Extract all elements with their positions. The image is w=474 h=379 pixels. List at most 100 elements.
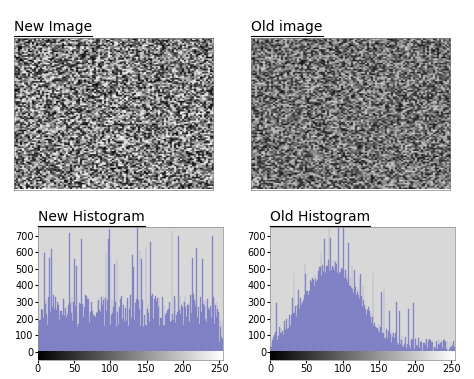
Bar — [105, 298, 106, 352]
Bar — [164, 324, 165, 352]
Bar — [144, 315, 145, 352]
Bar — [391, 343, 392, 352]
Bar — [330, 238, 331, 352]
Bar — [426, 340, 427, 352]
Bar — [170, 321, 171, 352]
Bar — [370, 317, 371, 352]
Bar — [86, 296, 87, 352]
Bar — [110, 324, 111, 352]
Bar — [117, 312, 118, 352]
Bar — [328, 228, 329, 352]
Bar — [325, 273, 326, 352]
Bar — [60, 311, 61, 352]
Bar — [61, 315, 62, 352]
Bar — [166, 321, 167, 352]
Bar — [143, 326, 144, 352]
Text: New Histogram: New Histogram — [38, 210, 145, 224]
Bar — [338, 226, 339, 352]
Bar — [136, 299, 137, 352]
Bar — [95, 317, 96, 352]
Bar — [140, 326, 141, 352]
Bar — [333, 268, 334, 352]
Bar — [128, 326, 129, 352]
Bar — [50, 312, 51, 352]
Bar — [275, 333, 276, 352]
Bar — [150, 242, 151, 352]
Bar — [344, 276, 345, 352]
Bar — [377, 327, 378, 352]
Bar — [169, 316, 170, 352]
Bar — [449, 349, 450, 352]
Bar — [446, 349, 447, 352]
Bar — [292, 298, 293, 352]
Bar — [299, 309, 300, 352]
Bar — [326, 271, 327, 352]
Bar — [89, 323, 90, 352]
Bar — [43, 318, 44, 352]
Bar — [174, 299, 175, 352]
Bar — [310, 280, 311, 352]
Bar — [312, 281, 313, 352]
Bar — [87, 299, 88, 352]
Bar — [49, 258, 50, 352]
Bar — [93, 315, 94, 352]
Bar — [75, 306, 76, 352]
Bar — [126, 321, 127, 352]
Bar — [154, 299, 155, 352]
Bar — [168, 309, 169, 352]
Bar — [399, 312, 400, 352]
Bar — [285, 330, 286, 352]
Bar — [115, 302, 116, 352]
Bar — [59, 320, 60, 352]
Bar — [133, 267, 134, 352]
Bar — [341, 268, 342, 352]
Bar — [39, 319, 40, 352]
Bar — [191, 313, 192, 352]
Bar — [415, 339, 416, 352]
Bar — [440, 343, 441, 352]
Bar — [397, 343, 398, 352]
Bar — [305, 274, 306, 352]
Bar — [366, 315, 367, 352]
Bar — [196, 248, 197, 352]
Bar — [439, 345, 440, 352]
Bar — [280, 333, 281, 352]
Bar — [365, 313, 366, 352]
Bar — [160, 318, 161, 352]
Bar — [129, 301, 130, 352]
Bar — [173, 320, 174, 352]
Bar — [74, 313, 75, 352]
Bar — [91, 302, 92, 352]
Bar — [322, 265, 323, 352]
Bar — [281, 328, 282, 352]
Bar — [67, 315, 68, 352]
Bar — [404, 344, 405, 352]
Bar — [272, 340, 273, 352]
Bar — [55, 323, 56, 352]
Bar — [139, 309, 140, 352]
Bar — [179, 310, 180, 352]
Bar — [216, 316, 217, 352]
Bar — [372, 316, 373, 352]
Bar — [373, 273, 374, 352]
Bar — [100, 301, 101, 352]
Bar — [71, 313, 72, 352]
Bar — [348, 243, 349, 352]
Bar — [183, 325, 184, 352]
Bar — [85, 295, 86, 352]
Bar — [45, 304, 46, 352]
Bar — [323, 273, 324, 352]
Bar — [354, 270, 355, 352]
Bar — [214, 324, 215, 352]
Bar — [65, 308, 66, 352]
Bar — [346, 274, 347, 352]
Bar — [436, 341, 437, 352]
Bar — [41, 309, 42, 352]
Bar — [307, 291, 308, 352]
Bar — [200, 297, 201, 352]
Bar — [375, 327, 376, 352]
Bar — [141, 259, 142, 352]
Bar — [302, 303, 303, 352]
Bar — [276, 303, 277, 352]
Bar — [431, 343, 432, 352]
